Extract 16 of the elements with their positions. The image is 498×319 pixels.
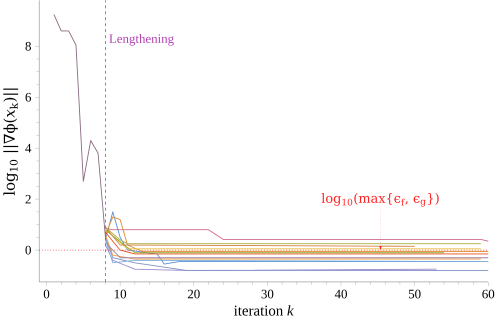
y-axis-title: log$_{10}$ ||∇ϕ(x$_{k}$)|| xyxy=(3,88,18,196)
y-tick-label: 4 xyxy=(25,144,32,152)
x-tick-label: 20 xyxy=(188,290,200,298)
x-tick-label: 0 xyxy=(44,290,50,298)
x-tick-label: 50 xyxy=(408,290,421,298)
ref-line-label: log$_{10}$(max{ϵ$_{f}$, ϵ$_{g}$}) xyxy=(322,193,439,207)
y-tick-label: 6 xyxy=(26,92,32,102)
x-tick-label: 60 xyxy=(482,290,494,298)
x-tick-label: 40 xyxy=(334,290,347,298)
x-tick-label: 30 xyxy=(262,290,274,298)
x-axis-title: iteration k xyxy=(234,305,294,316)
y-tick-label: 8 xyxy=(25,42,31,51)
y-tick-label: 2 xyxy=(26,194,31,204)
x-tick-label: 10 xyxy=(114,290,126,298)
ref-line-label: Lengthening xyxy=(109,34,174,46)
y-tick-label: 0 xyxy=(25,246,31,254)
